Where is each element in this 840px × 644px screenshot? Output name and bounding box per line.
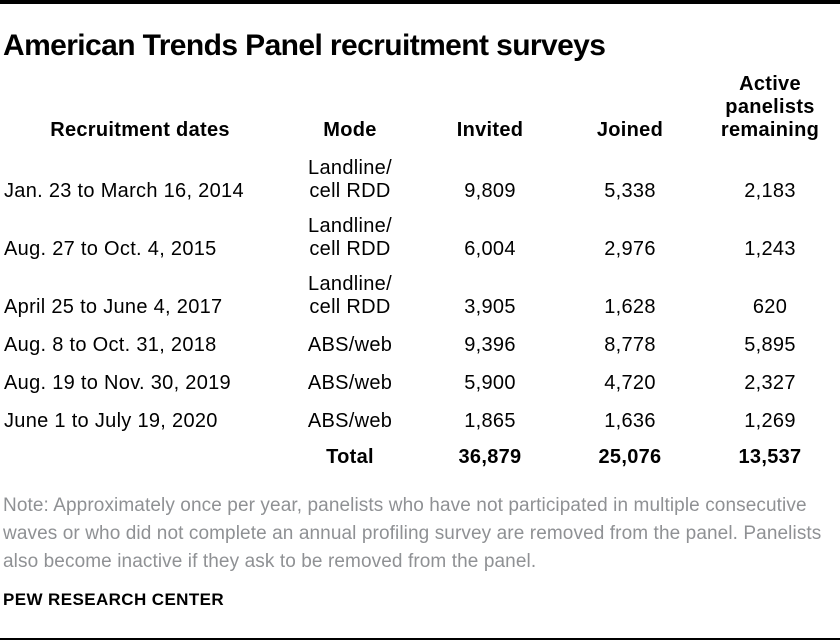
cell-active: 2,183: [744, 180, 796, 202]
total-invited: 36,879: [458, 446, 522, 468]
cell-joined: 1,628: [604, 296, 656, 318]
cell-active: 1,243: [744, 238, 796, 260]
table-row: Aug. 8 to Oct. 31, 2018 ABS/web 9,396 8,…: [0, 319, 840, 357]
table-row: Aug. 19 to Nov. 30, 2019 ABS/web 5,900 4…: [0, 357, 840, 395]
cell-invited: 3,905: [464, 296, 516, 318]
cell-active: 620: [752, 296, 788, 318]
mode-line-2: cell RDD: [309, 296, 391, 318]
figure-content: American Trends Panel recruitment survey…: [0, 29, 840, 610]
cell-invited: 9,396: [464, 334, 516, 356]
total-joined: 25,076: [598, 446, 662, 468]
column-header-recruitment-dates: Recruitment dates: [50, 119, 230, 141]
cell-mode: Landline/ cell RDD: [280, 273, 420, 319]
cell-joined: 2,976: [604, 238, 656, 260]
cell-dates: Jan. 23 to March 16, 2014: [4, 180, 244, 202]
total-active: 13,537: [738, 446, 802, 468]
cell-dates: April 25 to June 4, 2017: [4, 296, 223, 318]
cell-dates: Aug. 8 to Oct. 31, 2018: [4, 334, 217, 356]
cell-joined: 4,720: [604, 372, 656, 394]
column-header-active-panelists-remaining: Active panelists remaining: [700, 73, 840, 142]
bottom-rule: [0, 638, 840, 640]
cell-dates: Aug. 27 to Oct. 4, 2015: [4, 238, 217, 260]
table-header-row: Recruitment dates Mode Invited Joined Ac…: [0, 62, 840, 145]
cell-active: 5,895: [744, 334, 796, 356]
mode-line-1: Landline/: [308, 157, 392, 179]
page-title: American Trends Panel recruitment survey…: [3, 29, 606, 62]
recruitment-table: Recruitment dates Mode Invited Joined Ac…: [0, 62, 840, 469]
total-label: Total: [326, 446, 374, 468]
mode-line-2: cell RDD: [309, 180, 391, 202]
cell-joined: 5,338: [604, 180, 656, 202]
cell-mode: ABS/web: [307, 334, 393, 356]
table-row: Jan. 23 to March 16, 2014 Landline/ cell…: [0, 145, 840, 203]
cell-invited: 5,900: [464, 372, 516, 394]
cell-mode: Landline/ cell RDD: [280, 157, 420, 203]
cell-dates: Aug. 19 to Nov. 30, 2019: [4, 372, 231, 394]
cell-dates: June 1 to July 19, 2020: [4, 410, 218, 432]
column-header-mode: Mode: [323, 119, 377, 141]
cell-mode: ABS/web: [307, 372, 393, 394]
mode-line-1: Landline/: [308, 215, 392, 237]
cell-invited: 1,865: [464, 410, 516, 432]
table-row: April 25 to June 4, 2017 Landline/ cell …: [0, 261, 840, 319]
footnote: Note: Approximately once per year, panel…: [3, 495, 822, 572]
table-row: Aug. 27 to Oct. 4, 2015 Landline/ cell R…: [0, 203, 840, 261]
mode-line-1: Landline/: [308, 273, 392, 295]
cell-invited: 9,809: [464, 180, 516, 202]
cell-mode: Landline/ cell RDD: [280, 215, 420, 261]
table-row: June 1 to July 19, 2020 ABS/web 1,865 1,…: [0, 395, 840, 433]
column-header-invited: Invited: [456, 119, 524, 141]
cell-joined: 1,636: [604, 410, 656, 432]
column-header-active-label: Active panelists remaining: [720, 73, 820, 141]
cell-mode: ABS/web: [307, 410, 393, 432]
cell-active: 2,327: [744, 372, 796, 394]
top-rule: [0, 0, 840, 4]
cell-active: 1,269: [744, 410, 796, 432]
mode-line-2: cell RDD: [309, 238, 391, 260]
cell-invited: 6,004: [464, 238, 516, 260]
cell-joined: 8,778: [604, 334, 656, 356]
source-attribution: PEW RESEARCH CENTER: [3, 590, 225, 609]
table-total-row: Total 36,879 25,076 13,537: [0, 433, 840, 469]
column-header-joined: Joined: [596, 119, 664, 141]
